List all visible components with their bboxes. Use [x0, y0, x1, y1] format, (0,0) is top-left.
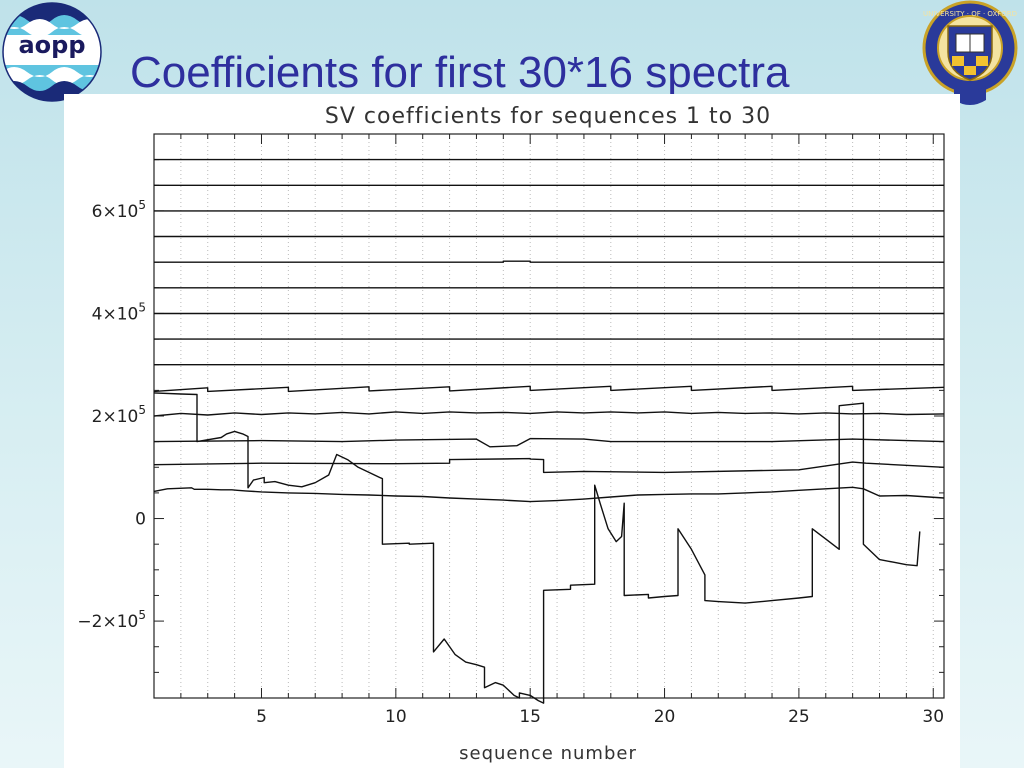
y-tick-label: 6×105 [92, 198, 146, 222]
oxford-crest-graphic: UNIVERSITY · OF · OXFORD [922, 0, 1018, 105]
line-chart: 5 10 15 20 25 30 −2×105 0 2×105 4×105 6×105 SV coe… [77, 104, 945, 764]
series-line-10 [153, 385, 945, 393]
chart-panel: 5 10 15 20 25 30 −2×105 0 2×105 4×105 6×105 SV coe… [64, 94, 960, 768]
x-tick-label: 25 [788, 707, 810, 727]
oxford-crest: UNIVERSITY · OF · OXFORD [920, 0, 1020, 125]
slide-title: Coefficients for first 30*16 spectra [130, 48, 790, 97]
x-tick-label: 5 [256, 707, 267, 727]
crest-text: UNIVERSITY · OF · OXFORD [923, 10, 1017, 18]
aopp-logo: aopp [2, 2, 102, 107]
y-tick-label: −2×105 [77, 608, 146, 632]
series-line-5 [154, 260, 944, 263]
y-tick-label: 2×105 [92, 403, 146, 427]
series-line-12 [153, 437, 945, 448]
series-line-13 [153, 457, 945, 474]
x-tick-label: 30 [922, 707, 944, 727]
aopp-logo-text: aopp [18, 31, 86, 59]
series-line-11 [153, 411, 945, 417]
x-axis-label: sequence number [459, 743, 637, 764]
x-tick-label: 15 [519, 707, 541, 727]
series-line-15 [153, 392, 921, 704]
series-layer [153, 158, 945, 704]
chart-title: SV coefficients for sequences 1 to 30 [325, 104, 771, 129]
series-line-14 [153, 486, 945, 503]
y-tick-label: 4×105 [92, 300, 146, 324]
y-tick-label: 0 [135, 510, 146, 530]
x-tick-label: 20 [654, 707, 676, 727]
x-tick-label: 10 [385, 707, 407, 727]
